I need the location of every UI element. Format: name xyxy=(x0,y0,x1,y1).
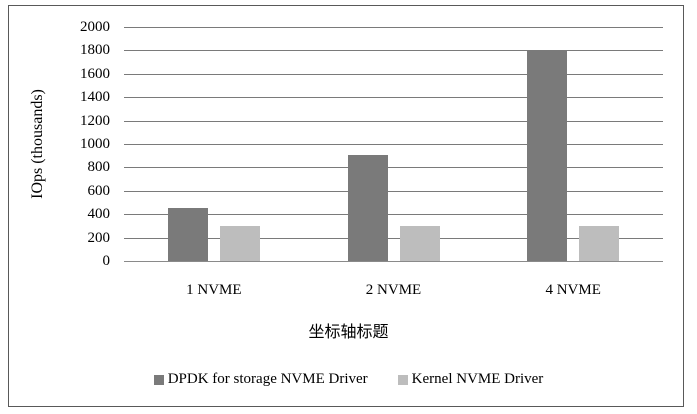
gridline xyxy=(124,97,663,99)
legend-swatch-icon xyxy=(153,374,164,385)
x-tick-label: 1 NVME xyxy=(186,282,242,298)
y-tick-label: 400 xyxy=(87,206,111,223)
bar-dpdk-4-nvme xyxy=(527,50,568,261)
gridline xyxy=(124,120,663,122)
gridline xyxy=(124,190,663,192)
chart-frame xyxy=(8,5,684,407)
y-tick-label: 1600 xyxy=(80,65,110,82)
y-tick-label: 1400 xyxy=(80,89,110,106)
legend: DPDK for storage NVME Driver Kernel NVME … xyxy=(0,371,697,388)
x-tick-label: 2 NVME xyxy=(365,282,422,298)
gridline xyxy=(124,237,663,239)
gridline xyxy=(124,50,663,52)
y-tick-label: 200 xyxy=(87,229,111,246)
y-tick-label: 600 xyxy=(87,182,111,199)
legend-item: DPDK for storage NVME Driver xyxy=(153,371,368,388)
x-axis-title: 坐标轴标题 xyxy=(308,322,389,341)
legend-item: Kernel NVME Driver xyxy=(397,371,544,388)
y-tick-label: 1000 xyxy=(80,136,110,152)
y-tick-label: 800 xyxy=(87,159,111,176)
legend-label: DPDK for storage NVME Driver xyxy=(167,371,368,387)
y-axis-title: IOps (thousands) xyxy=(29,89,46,199)
bar-kernel-1-nvme xyxy=(219,225,260,261)
gridline xyxy=(124,27,663,28)
legend-swatch-icon xyxy=(397,374,408,385)
bar-dpdk-1-nvme xyxy=(167,208,208,261)
gridline xyxy=(124,214,663,216)
x-tick-label: 4 NVME xyxy=(545,282,601,298)
bar-dpdk-2-nvme xyxy=(347,154,388,261)
y-tick-label: 1200 xyxy=(80,112,110,129)
gridline xyxy=(124,167,663,169)
y-tick-label: 2000 xyxy=(80,19,110,35)
y-tick-label: 0 xyxy=(102,253,111,269)
bar-kernel-4-nvme xyxy=(579,225,620,261)
y-tick-label: 1800 xyxy=(80,42,110,59)
bar-kernel-2-nvme xyxy=(399,225,440,261)
plot-area xyxy=(124,27,663,262)
gridline xyxy=(124,261,663,262)
gridline xyxy=(124,144,663,145)
gridline xyxy=(124,73,663,75)
legend-label: Kernel NVME Driver xyxy=(411,371,544,387)
